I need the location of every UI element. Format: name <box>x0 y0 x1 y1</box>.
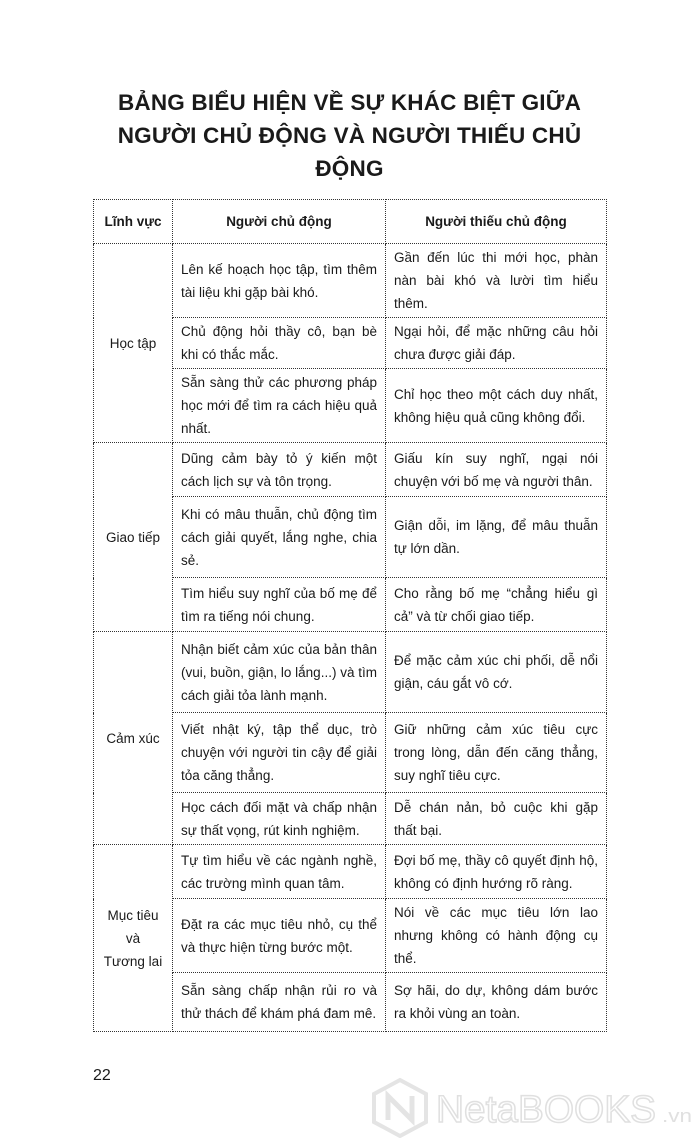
title-line-2: NGƯỜI CHỦ ĐỘNG VÀ NGƯỜI THIẾU CHỦ ĐỘNG <box>117 123 582 181</box>
not-proactive-cell: Giận dỗi, im lặng, để mâu thuẫn tự lớn d… <box>385 496 607 578</box>
not-proactive-cell: Để mặc cảm xúc chi phối, dễ nổi giận, cá… <box>385 631 607 713</box>
page-number: 22 <box>93 1067 111 1084</box>
not-proactive-cell: Chỉ học theo một cách duy nhất, không hi… <box>385 368 607 443</box>
not-proactive-cell: Gần đến lúc thi mới học, phàn nàn bài kh… <box>385 243 607 318</box>
proactive-cell: Đặt ra các mục tiêu nhỏ, cụ thể và thực … <box>172 898 386 973</box>
header-area: Lĩnh vực <box>93 199 173 244</box>
table-row: Sẵn sàng chấp nhận rủi ro và thử thách đ… <box>94 972 607 1032</box>
page: BẢNG BIỂU HIỆN VỀ SỰ KHÁC BIỆT GIỮA NGƯỜ… <box>93 86 692 1138</box>
not-proactive-cell: Đợi bố mẹ, thầy cô quyết định hộ, không … <box>385 844 607 899</box>
proactive-cell: Dũng cảm bày tỏ ý kiến một cách lịch sự … <box>172 442 386 497</box>
area-line: và <box>125 930 141 946</box>
area-cell: Học tập <box>93 243 173 443</box>
table-row: Tìm hiểu suy nghĩ của bố mẹ để tìm ra ti… <box>94 577 607 632</box>
svg-text:NetaBOOKS: NetaBOOKS <box>436 1089 656 1131</box>
proactive-cell: Khi có mâu thuẫn, chủ động tìm cách giải… <box>172 496 386 578</box>
proactive-cell: Viết nhật ký, tập thể dục, trò chuyện vớ… <box>172 712 386 793</box>
proactive-cell: Nhận biết cảm xúc của bản thân (vui, buồ… <box>172 631 386 713</box>
table-row: Giao tiếp Dũng cảm bày tỏ ý kiến một cách… <box>93 442 607 632</box>
table-row: Đặt ra các mục tiêu nhỏ, cụ thể và thực … <box>94 898 607 973</box>
proactive-cell: Sẵn sàng chấp nhận rủi ro và thử thách đ… <box>172 972 386 1032</box>
area-cell: Mục tiêu và Tương lai <box>93 844 173 1032</box>
header-proactive: Người chủ động <box>172 199 386 244</box>
comparison-table: Lĩnh vực Người chủ động Người thiếu chủ … <box>93 199 607 1032</box>
not-proactive-cell: Ngại hỏi, để mặc những câu hỏi chưa được… <box>385 317 607 369</box>
title-line-1: BẢNG BIỂU HIỆN VỀ SỰ KHÁC BIỆT GIỮA <box>117 90 582 115</box>
table-row: Sẵn sàng thử các phương pháp học mới để … <box>94 368 607 443</box>
not-proactive-cell: Dễ chán nản, bỏ cuộc khi gặp thất bại. <box>385 792 607 845</box>
table-row: Học tập Lên kế hoạch học tập, tìm thêm tà… <box>93 243 607 443</box>
proactive-cell: Lên kế hoạch học tập, tìm thêm tài liệu … <box>172 243 386 318</box>
page-title: BẢNG BIỂU HIỆN VỀ SỰ KHÁC BIỆT GIỮA NGƯỜ… <box>93 86 606 185</box>
not-proactive-cell: Giữ những cảm xúc tiêu cực trong lòng, d… <box>385 712 607 793</box>
table-body: Học tập Lên kế hoạch học tập, tìm thêm tà… <box>93 243 607 1032</box>
page-footer: 22 NetaBOOKS .vn <box>93 1058 692 1138</box>
netabooks-watermark-logo: NetaBOOKS .vn <box>372 1077 692 1138</box>
header-row: Lĩnh vực Người chủ động Người thiếu chủ … <box>93 199 607 244</box>
area-cell: Cảm xúc <box>93 631 173 845</box>
table-row: Khi có mâu thuẫn, chủ động tìm cách giải… <box>94 496 607 578</box>
svg-text:.vn: .vn <box>662 1106 692 1126</box>
area-line: Mục tiêu <box>107 907 159 923</box>
proactive-cell: Sẵn sàng thử các phương pháp học mới để … <box>172 368 386 443</box>
area-line: Tương lai <box>103 953 163 969</box>
not-proactive-cell: Sợ hãi, do dự, không dám bước ra khỏi vù… <box>385 972 607 1032</box>
proactive-cell: Chủ động hỏi thầy cô, bạn bè khi có thắc… <box>172 317 386 369</box>
not-proactive-cell: Nói về các mục tiêu lớn lao nhưng không … <box>385 898 607 973</box>
area-cell: Giao tiếp <box>93 442 173 632</box>
proactive-cell: Tự tìm hiểu về các ngành nghề, các trườn… <box>172 844 386 899</box>
table-row: Viết nhật ký, tập thể dục, trò chuyện vớ… <box>94 712 607 793</box>
not-proactive-cell: Giấu kín suy nghĩ, ngại nói chuyện với b… <box>385 442 607 497</box>
header-not-proactive: Người thiếu chủ động <box>385 199 607 244</box>
proactive-cell: Tìm hiểu suy nghĩ của bố mẹ để tìm ra ti… <box>172 577 386 632</box>
not-proactive-cell: Cho rằng bố mẹ “chẳng hiểu gì cả” và từ … <box>385 577 607 632</box>
table-row: Mục tiêu và Tương lai Tự tìm hiểu về các ng… <box>93 844 607 1032</box>
table-row: Cảm xúc Nhận biết cảm xúc của bản thân (v… <box>93 631 607 845</box>
table-row: Chủ động hỏi thầy cô, bạn bè khi có thắc… <box>94 317 607 369</box>
proactive-cell: Học cách đối mặt và chấp nhận sự thất vọ… <box>172 792 386 845</box>
